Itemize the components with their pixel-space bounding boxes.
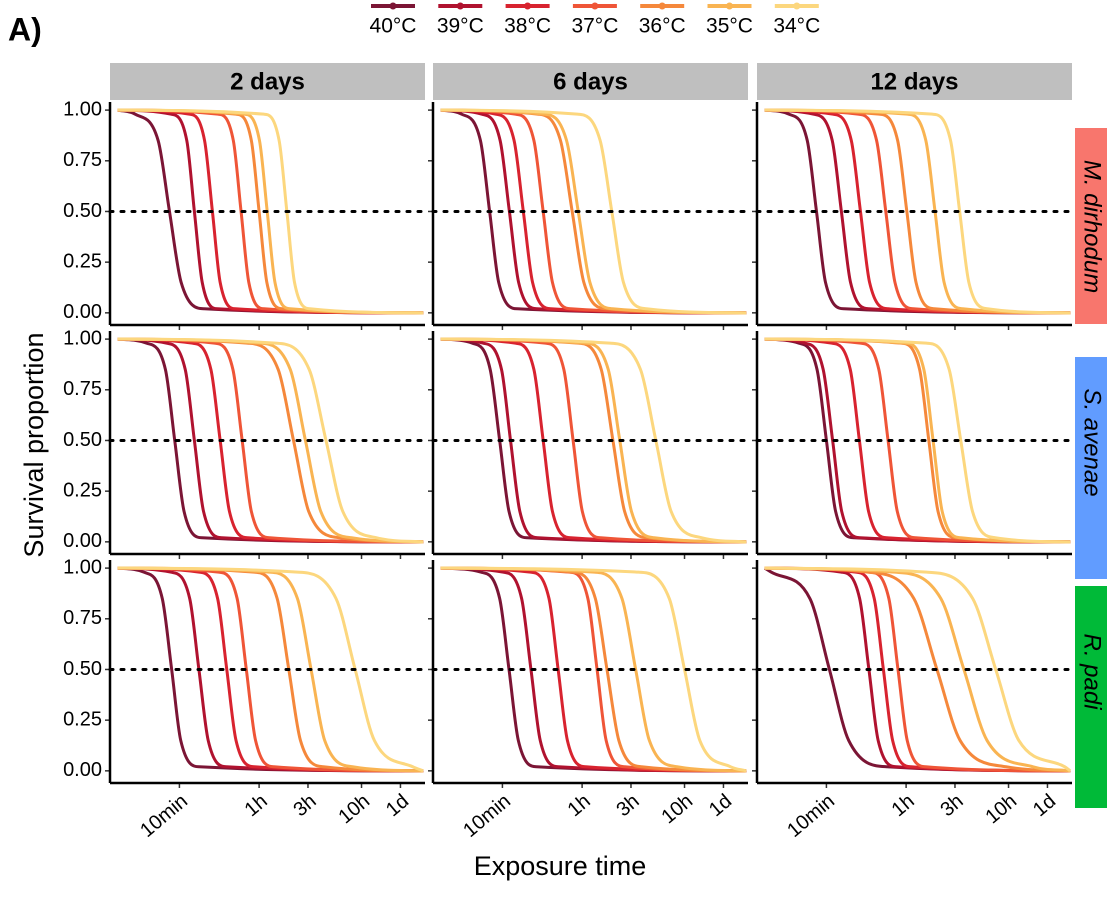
y-tick-label: 0.50 — [63, 429, 102, 451]
x-tick-label: 10min — [783, 790, 839, 842]
row-strip-label: M. dirhodum — [1079, 160, 1106, 293]
row-strip — [1075, 357, 1107, 579]
survival-curve — [117, 337, 424, 544]
survival-curve — [764, 566, 1072, 773]
y-tick-label: 0.75 — [63, 149, 102, 171]
y-tick-label: 0.25 — [63, 708, 102, 730]
legend-swatch-dot — [389, 2, 397, 10]
y-tick-label: 0.50 — [63, 200, 102, 222]
survival-curve — [764, 337, 1071, 544]
column-strip-label: 6 days — [553, 68, 628, 95]
legend-swatch-dot — [456, 2, 464, 10]
y-tick-label: 0.50 — [63, 658, 102, 680]
x-tick-label: 3h — [289, 790, 320, 821]
x-tick-label: 1d — [1029, 790, 1060, 821]
x-tick-label: 3h — [612, 790, 643, 821]
x-tick-label: 10min — [459, 790, 515, 842]
legend-label: 38°C — [504, 15, 551, 38]
row-strip-label: R. padi — [1079, 633, 1106, 710]
survival-curve — [440, 108, 747, 315]
x-tick-label: 10h — [334, 790, 374, 828]
survival-curve — [440, 337, 747, 544]
x-axis-title: Exposure time — [474, 851, 647, 881]
y-tick-label: 0.75 — [63, 607, 102, 629]
legend-swatch-dot — [591, 2, 599, 10]
row-strip — [1075, 586, 1107, 808]
column-strip — [757, 63, 1072, 100]
legend-label: 40°C — [370, 15, 417, 38]
survival-curve — [117, 566, 424, 773]
legend-swatch-dot — [726, 2, 733, 10]
column-strip-label: 12 days — [870, 68, 958, 95]
y-axis-title: Survival proportion — [19, 332, 49, 557]
x-tick-label: 10min — [136, 790, 192, 842]
y-tick-label: 0.75 — [63, 378, 102, 400]
survival-curve — [764, 108, 1071, 315]
survival-curve — [764, 337, 1071, 544]
y-tick-label: 1.00 — [63, 556, 102, 578]
y-tick-label: 0.25 — [63, 250, 102, 272]
y-tick-label: 0.00 — [63, 530, 102, 552]
survival-curve — [440, 566, 747, 773]
x-tick-label: 10h — [981, 790, 1021, 828]
column-strip — [433, 63, 748, 100]
row-strip — [1075, 128, 1107, 324]
legend-label: 37°C — [571, 15, 618, 38]
x-tick-label: 1d — [705, 790, 736, 821]
survival-curve — [440, 566, 747, 773]
x-tick-label: 1h — [241, 790, 272, 821]
x-tick-label: 1h — [564, 790, 595, 821]
legend-swatch-dot — [658, 2, 666, 10]
y-tick-label: 0.00 — [63, 301, 102, 323]
column-strip — [110, 63, 425, 100]
y-tick-label: 1.00 — [63, 98, 102, 120]
row-strip-label: S. avenae — [1079, 388, 1106, 496]
survival-curve — [764, 108, 1071, 315]
legend-label: 39°C — [437, 15, 484, 38]
x-tick-label: 1h — [888, 790, 919, 821]
legend-label: 35°C — [706, 15, 753, 38]
y-tick-label: 1.00 — [63, 327, 102, 349]
x-tick-label: 3h — [936, 790, 967, 821]
y-tick-label: 0.00 — [63, 759, 102, 781]
y-tick-label: 0.25 — [63, 479, 102, 501]
x-tick-label: 1d — [382, 790, 413, 821]
legend-swatch-dot — [524, 2, 532, 10]
survival-curve — [117, 337, 424, 544]
column-strip-label: 2 days — [230, 68, 305, 95]
panel-label: A) — [8, 11, 42, 47]
survival-curve — [440, 337, 747, 544]
legend-label: 36°C — [639, 15, 686, 38]
legend-label: 34°C — [773, 15, 820, 38]
legend-swatch-dot — [793, 2, 801, 10]
x-tick-label: 10h — [657, 790, 697, 828]
